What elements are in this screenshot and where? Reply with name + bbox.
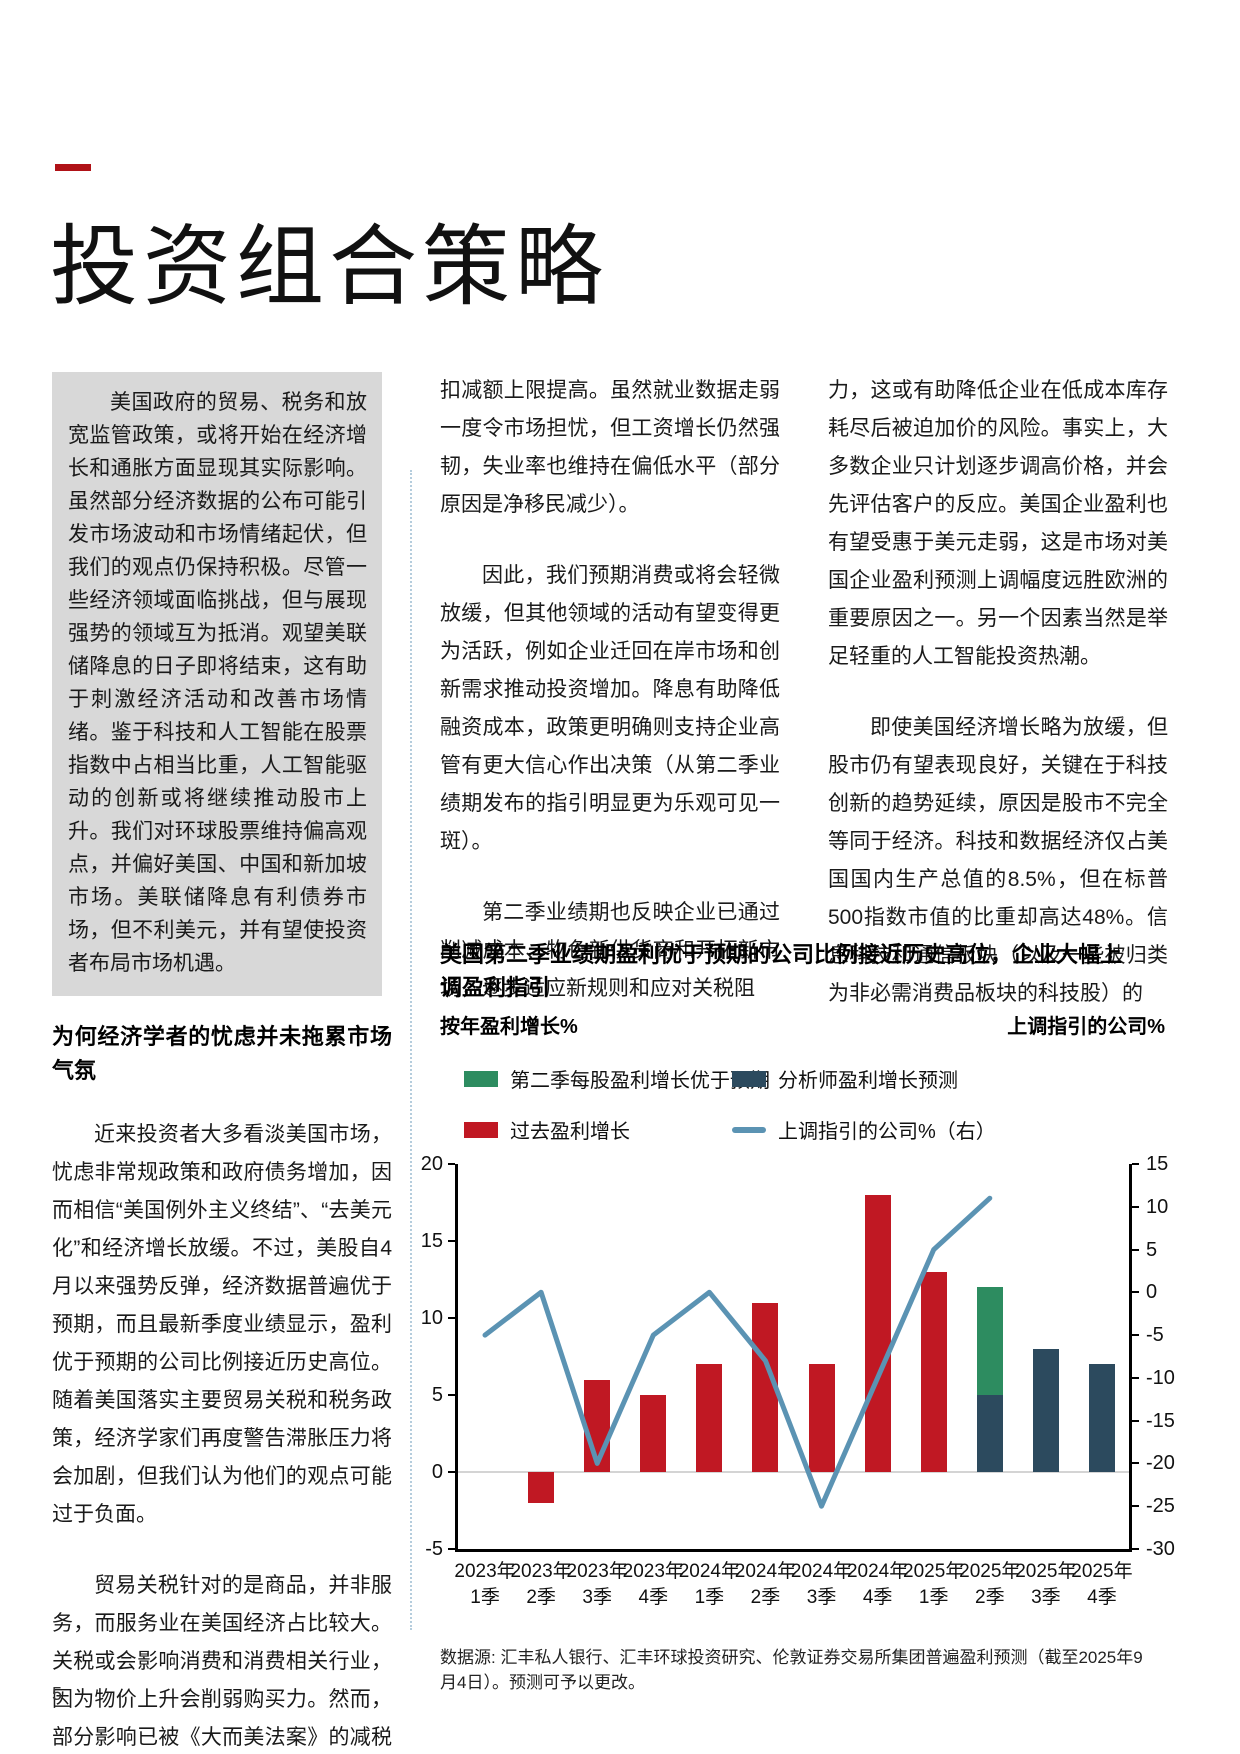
chart-bar-2023年4季 [640,1395,667,1472]
left-axis-line [455,1164,458,1551]
right-axis-tick-label: 0 [1146,1281,1158,1304]
left-axis-tick [448,1548,455,1550]
chart-bar-2024年1季 [696,1364,723,1472]
left-axis-tick [448,1471,455,1473]
right-axis-tick [1132,1376,1139,1379]
earnings-chart: 美国第二季业绩期盈利优于预期的公司比例接近历史高位，企业大幅上调盈利指引 按年盈… [421,938,1175,1720]
chart-bar-2025年3季 [1032,1348,1059,1472]
left-axis-tick [448,1240,455,1242]
right-axis-tick-label: 10 [1146,1195,1169,1218]
x-axis-label: 2025年 1季 [903,1561,965,1608]
legend-swatch-red [464,1121,498,1138]
summary-highlight-box: 美国政府的贸易、税务和放宽监管政策，或将开始在经济增长和通胀方面显现其实际影响。… [52,372,382,996]
page-number: 5 [52,1684,63,1704]
column-3: 力，这或有助降低企业在低成本库存耗尽后被迫加价的风险。事实上，大多数企业只计划逐… [828,372,1168,1046]
paragraph: 即使美国经济增长略为放缓，但股市仍有望表现良好，关键在于科技创新的趋势延续，原因… [828,716,1168,1005]
legend-item: 过去盈利增长 [464,1115,732,1144]
legend-swatch-line [732,1126,766,1133]
legend-item: 分析师盈利增长预测 [732,1064,996,1093]
bottom-axis-line [455,1549,1132,1552]
right-axis-tick [1132,1419,1139,1422]
left-axis-tick [448,1394,455,1396]
right-axis-tick-label: 15 [1146,1153,1169,1175]
right-axis-tick [1132,1505,1139,1508]
right-axis-tick-label: 5 [1146,1238,1158,1261]
x-axis-label: 2023年 1季 [454,1561,516,1608]
upgrades-line-series [482,1195,993,1509]
column-divider-rule [410,470,412,1630]
chart-bar-2024年4季 [864,1194,891,1472]
left-axis-tick-label: 15 [420,1230,443,1252]
right-axis-tick [1132,1163,1139,1165]
zero-baseline [457,1471,1130,1473]
chart-bar-2025年2季 [976,1287,1003,1395]
left-axis-tick [448,1163,455,1165]
left-axis-tick-label: 5 [431,1384,443,1406]
chart-source-note: 数据源: 汇丰私人银行、汇丰环球投资研究、伦敦证券交易所集团普遍盈利预测（截至2… [440,1648,1143,1692]
right-axis-tick [1132,1462,1139,1465]
legend-label: 分析师盈利增长预测 [778,1070,958,1092]
chart-legend: 第二季每股盈利增长优于预期 分析师盈利增长预测 过去盈利增长 上调指引的公司%（… [464,1064,996,1144]
legend-label: 上调指引的公司%（右） [778,1121,996,1143]
right-axis-tick-label: -20 [1146,1452,1175,1475]
left-axis-tick-label: 20 [420,1153,443,1175]
right-axis-tick [1132,1548,1139,1550]
legend-swatch-navy [732,1070,766,1087]
chart-bar-2025年1季 [920,1271,947,1472]
right-axis-line [1129,1164,1132,1551]
chart-axis-sublabels: 按年盈利增长% 上调指引的公司% [440,1010,1165,1039]
legend-swatch-green [464,1070,498,1087]
right-axis-tick-label: -25 [1146,1495,1175,1518]
legend-item: 第二季每股盈利增长优于预期 [464,1064,770,1093]
right-axis-tick-label: -10 [1146,1366,1175,1389]
right-axis-title: 上调指引的公司% [1007,1016,1165,1038]
paragraph: 第二季业绩期也反映企业已通过削减成本、物色新供货商和开拓新市场，逐步适应新规则和… [440,901,780,1000]
x-axis-label: 2024年 2季 [734,1561,797,1608]
x-axis-label: 2025年 2季 [959,1561,1021,1608]
legend-label: 过去盈利增长 [510,1121,630,1143]
column-1: 美国政府的贸易、税务和放宽监管政策，或将开始在经济增长和通胀方面显现其实际影响。… [52,372,392,1754]
paragraph: 近来投资者大多看淡美国市场，忧虑非常规政策和政府债务增加，因而相信“美国例外主义… [52,1123,392,1526]
legend-label: 第二季每股盈利增长优于预期 [510,1070,770,1092]
x-axis-label: 2024年 1季 [678,1561,740,1608]
paragraph: 贸易关税针对的是商品，并非服务，而服务业在美国经济占比较大。关税或会影响消费和消… [52,1574,392,1749]
left-axis-tick-label: 10 [420,1307,443,1329]
x-axis-label: 2023年 4季 [622,1561,684,1608]
column-2: 扣减额上限提高。虽然就业数据走弱一度令市场担忧，但工资增长仍然强韧，失业率也维持… [440,372,780,1041]
x-axis-label: 2025年 4季 [1071,1561,1133,1608]
right-axis-tick [1132,1205,1139,1208]
paragraph: 力，这或有助降低企业在低成本库存耗尽后被迫加价的风险。事实上，大多数企业只计划逐… [828,379,1168,668]
chart-bar-2025年4季 [1088,1364,1115,1472]
x-axis-label: 2023年 2季 [510,1561,572,1608]
x-axis-label: 2024年 3季 [790,1561,853,1608]
x-axis-label: 2024年 4季 [846,1561,909,1608]
paragraph: 因此，我们预期消费或将会轻微放缓，但其他领域的活动有望变得更为活跃，例如企业迁回… [440,564,780,853]
x-axis-label: 2025年 3季 [1015,1561,1077,1608]
right-axis-tick [1132,1334,1139,1337]
page-title: 投资组合策略 [50,217,609,316]
left-axis-tick [448,1317,455,1319]
left-axis-tick-label: -5 [425,1538,443,1560]
chart-bar-2025年2季 [976,1395,1003,1472]
legend-item: 上调指引的公司%（右） [732,1115,996,1144]
chart-bar-2023年2季 [528,1472,555,1503]
chart-bar-2024年3季 [808,1364,835,1472]
right-axis-tick [1132,1248,1139,1251]
x-axis-label: 2023年 3季 [566,1561,628,1608]
left-axis-title: 按年盈利增长% [440,1016,578,1038]
right-axis-tick [1132,1291,1139,1294]
accent-dash [55,164,91,171]
right-axis-tick-label: -15 [1146,1409,1175,1432]
right-axis-tick-label: -5 [1146,1324,1164,1347]
section-heading: 为何经济学者的忧虑并未拖累市场气氛 [52,1024,392,1083]
right-axis-tick-label: -30 [1146,1538,1175,1560]
chart-plot-area: 20 15 10 5 0 -5 15 10 5 0 -5 -10 -15 -20 -25 -30 2023年 1… [421,1153,1175,1608]
chart-title: 美国第二季业绩期盈利优于预期的公司比例接近历史高位，企业大幅上调盈利指引 [440,942,1123,1000]
left-axis-tick-label: 0 [431,1461,443,1483]
paragraph: 扣减额上限提高。虽然就业数据走弱一度令市场担忧，但工资增长仍然强韧，失业率也维持… [440,379,780,516]
